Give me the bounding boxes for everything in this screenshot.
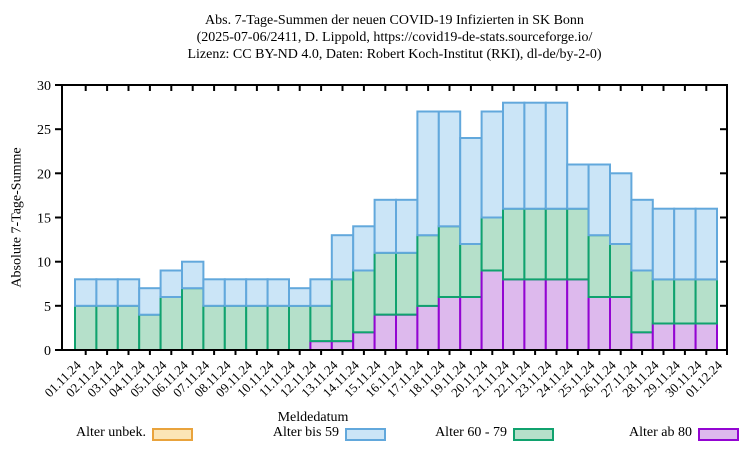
bar-segment <box>395 313 419 350</box>
bar-segment <box>609 243 633 298</box>
bar-segment <box>437 110 462 228</box>
bar-segment <box>181 287 205 350</box>
bar-segment <box>223 304 248 350</box>
bar-segment <box>502 207 526 281</box>
bar-segment <box>416 110 440 237</box>
bar-segment <box>673 207 697 281</box>
bar-segment <box>95 278 119 307</box>
bar-segment <box>694 278 718 325</box>
chart-title-line2: (2025-07-06/2411, D. Lippold, https://co… <box>196 30 593 45</box>
y-tick-label: 25 <box>37 123 51 138</box>
bar-segment <box>159 296 184 350</box>
bar-segment <box>544 278 569 350</box>
bar-segment <box>502 101 526 210</box>
bar-segment <box>437 296 462 350</box>
bar-segment <box>694 322 718 350</box>
bar-segment <box>373 313 398 350</box>
bar-segment <box>330 278 355 343</box>
bar-segment <box>609 172 633 245</box>
bar-segment <box>523 278 547 350</box>
bar-segment <box>138 313 162 350</box>
bar-segment <box>609 296 633 350</box>
bar-segment <box>480 269 505 350</box>
bar-segment <box>395 251 419 316</box>
chart-title: Abs. 7-Tage-Summen der neuen COVID-19 In… <box>62 12 727 63</box>
bar-segment <box>502 278 526 350</box>
bar-segment <box>309 278 333 307</box>
bar-segment <box>309 304 333 343</box>
bar-segment <box>352 269 376 334</box>
y-tick-label: 10 <box>37 256 51 271</box>
bar-segment <box>416 234 440 307</box>
bar-segment <box>587 163 611 237</box>
bar-segment <box>352 331 376 350</box>
bar-segment <box>630 269 654 334</box>
bar-segment <box>330 340 355 350</box>
bar-segment <box>74 278 98 307</box>
bar-segment <box>95 304 119 350</box>
bar-segment <box>416 304 440 350</box>
bar-segment <box>202 304 226 350</box>
bar-segment <box>480 110 505 219</box>
bar-segment <box>459 296 483 350</box>
bar-segment <box>266 304 291 350</box>
bar-segment <box>587 296 611 350</box>
bar-segment <box>373 251 398 316</box>
bar-segment <box>651 278 676 325</box>
bar-segment <box>544 101 569 210</box>
bar-segment <box>288 304 312 350</box>
bar-segment <box>138 287 162 316</box>
bar-segment <box>352 225 376 272</box>
bar-segment <box>74 304 98 350</box>
bar-segment <box>651 207 676 281</box>
bar-segment <box>459 243 483 298</box>
bar-segment <box>245 304 269 350</box>
bar-segment <box>223 278 248 307</box>
bar-segment <box>523 101 547 210</box>
bar-segment <box>566 163 590 210</box>
bar-segment <box>587 234 611 298</box>
bar-segment <box>288 287 312 307</box>
bar-segment <box>459 137 483 245</box>
bars-group <box>74 101 718 350</box>
chart-title-line3: Lizenz: CC BY-ND 4.0, Daten: Robert Koch… <box>187 47 602 62</box>
bar-segment <box>630 331 654 350</box>
y-tick-label: 20 <box>37 167 51 182</box>
bar-segment <box>673 278 697 325</box>
bar-segment <box>159 269 184 298</box>
bar-segment <box>480 216 505 272</box>
y-tick-label: 30 <box>37 79 51 94</box>
bar-segment <box>181 260 205 290</box>
bar-segment <box>630 198 654 272</box>
bar-segment <box>266 278 291 307</box>
bar-segment <box>437 225 462 298</box>
bar-segment <box>116 278 141 307</box>
bar-segment <box>330 234 355 281</box>
bar-segment <box>202 278 226 307</box>
bar-segment <box>309 340 333 350</box>
bar-segment <box>395 198 419 254</box>
bar-segment <box>245 278 269 307</box>
bar-segment <box>116 304 141 350</box>
y-tick-label: 5 <box>44 300 51 315</box>
bar-segment <box>373 198 398 254</box>
bar-segment <box>673 322 697 350</box>
bar-segment <box>566 278 590 350</box>
bar-segment <box>694 207 718 281</box>
y-tick-label: 15 <box>37 212 51 227</box>
bar-segment <box>566 207 590 281</box>
y-tick-label: 0 <box>44 344 51 359</box>
bar-segment <box>651 322 676 350</box>
chart-title-line1: Abs. 7-Tage-Summen der neuen COVID-19 In… <box>205 13 584 28</box>
bar-segment <box>523 207 547 281</box>
bar-segment <box>544 207 569 281</box>
x-axis-label: Meldedatum <box>277 410 349 425</box>
